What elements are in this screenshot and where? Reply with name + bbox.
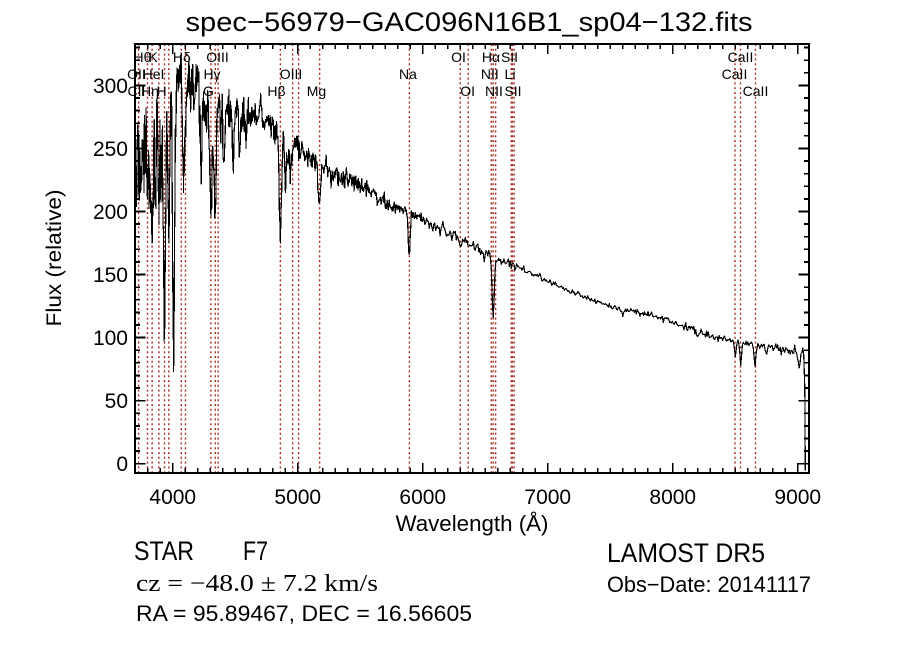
svg-text:SII: SII (504, 83, 521, 99)
svg-text:OIII: OIII (280, 66, 303, 82)
svg-text:6000: 6000 (399, 486, 446, 509)
svg-text:250: 250 (93, 138, 128, 161)
svg-text:7000: 7000 (524, 486, 571, 509)
svg-text:Na: Na (399, 66, 417, 82)
svg-text:SII: SII (501, 49, 518, 65)
svg-text:50: 50 (105, 390, 128, 413)
svg-text:4000: 4000 (149, 486, 196, 509)
svg-text:G: G (203, 83, 214, 99)
svg-text:Obs−Date: 20141117: Obs−Date: 20141117 (607, 572, 811, 597)
svg-text:H: H (156, 83, 166, 99)
svg-text:OI: OI (460, 83, 475, 99)
svg-text:100: 100 (93, 327, 128, 350)
svg-text:cz = −48.0 ± 7.2 km/s: cz = −48.0 ± 7.2 km/s (136, 571, 378, 597)
svg-text:Wavelength (Å): Wavelength (Å) (396, 511, 549, 536)
svg-text:OIII: OIII (206, 49, 229, 65)
svg-text:CaII: CaII (728, 49, 754, 65)
svg-text:200: 200 (93, 201, 128, 224)
svg-text:STAR: STAR (134, 536, 194, 566)
svg-text:Hβ: Hβ (267, 83, 285, 99)
svg-text:spec−56979−GAC096N16B1_sp04−13: spec−56979−GAC096N16B1_sp04−132.fits (186, 7, 753, 37)
svg-text:Hδ: Hδ (173, 49, 191, 65)
svg-text:150: 150 (93, 264, 128, 287)
svg-text:HeI: HeI (143, 66, 165, 82)
svg-text:OI: OI (451, 49, 466, 65)
svg-text:CaII: CaII (722, 66, 748, 82)
svg-text:5000: 5000 (274, 486, 321, 509)
svg-text:K: K (148, 49, 158, 65)
svg-text:CaII: CaII (743, 83, 769, 99)
svg-text:F7: F7 (243, 536, 268, 566)
svg-text:NII: NII (481, 66, 499, 82)
svg-text:Li: Li (505, 66, 516, 82)
svg-text:300: 300 (93, 75, 128, 98)
svg-text:0: 0 (116, 453, 128, 476)
svg-text:Hη: Hη (141, 83, 159, 99)
svg-text:Flux (relative): Flux (relative) (43, 190, 66, 327)
svg-text:NII: NII (485, 83, 503, 99)
svg-text:Hγ: Hγ (203, 66, 220, 82)
svg-text:Hα: Hα (482, 49, 500, 65)
svg-text:9000: 9000 (774, 486, 821, 509)
svg-text:OII: OII (127, 66, 146, 82)
svg-text:CII: CII (128, 83, 146, 99)
svg-text:LAMOST DR5: LAMOST DR5 (607, 538, 765, 568)
svg-text:RA = 95.89467, DEC = 16.5660: RA = 95.89467, DEC = 16.56605 (136, 601, 472, 626)
svg-text:Mg: Mg (307, 83, 326, 99)
svg-text:8000: 8000 (649, 486, 696, 509)
